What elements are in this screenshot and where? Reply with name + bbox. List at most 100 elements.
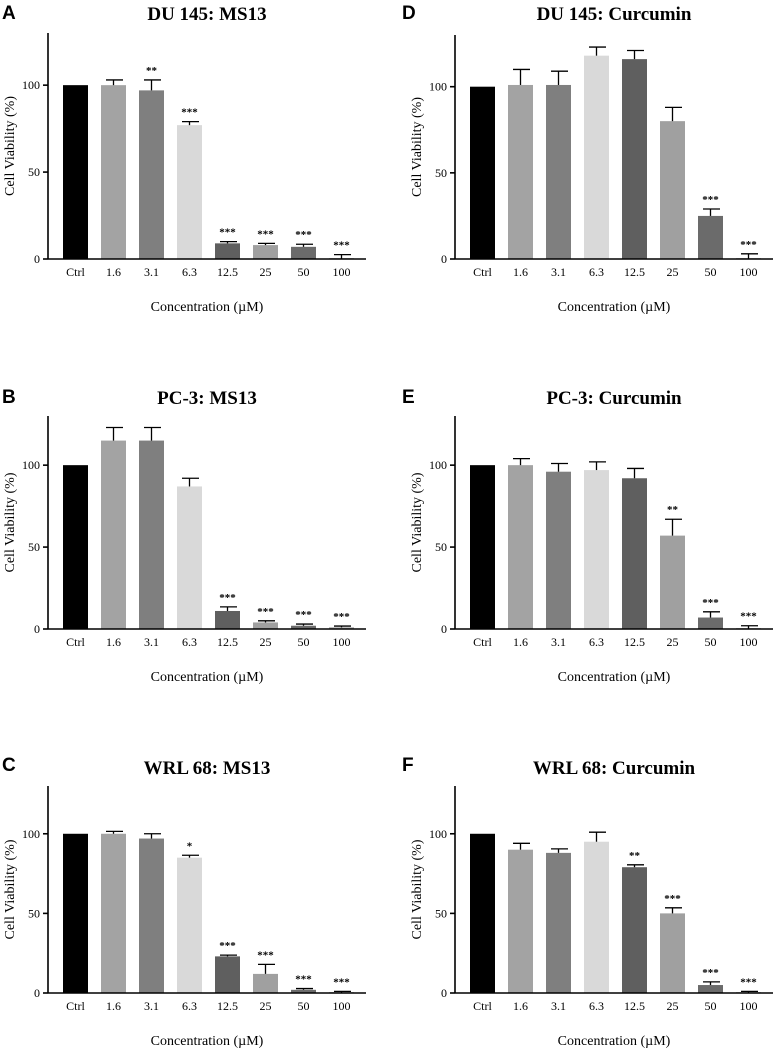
y-tick-label: 100 xyxy=(22,458,40,472)
chart-title: PC-3: Curcumin xyxy=(546,388,682,409)
y-axis-label: Cell Viability (%) xyxy=(3,839,18,939)
y-tick-label: 0 xyxy=(34,986,40,1000)
x-tick-label: 1.6 xyxy=(513,265,528,279)
bar xyxy=(660,535,685,629)
x-tick-label: 50 xyxy=(298,999,310,1013)
x-tick-label: 1.6 xyxy=(106,265,121,279)
significance-label: ** xyxy=(146,65,158,77)
y-tick-label: 100 xyxy=(22,827,40,841)
x-tick-label: 6.3 xyxy=(589,265,604,279)
x-tick-label: 6.3 xyxy=(589,635,604,649)
bar xyxy=(698,985,723,993)
bar xyxy=(101,833,126,993)
panel-letter: A xyxy=(2,3,16,24)
bar xyxy=(584,55,609,259)
significance-label: *** xyxy=(257,228,274,240)
bar xyxy=(622,867,647,993)
significance-label: *** xyxy=(257,949,274,961)
bar xyxy=(139,90,164,259)
x-tick-label: 50 xyxy=(298,265,310,279)
y-tick-label: 100 xyxy=(429,80,447,94)
significance-label: *** xyxy=(295,229,312,241)
x-tick-label: Ctrl xyxy=(66,265,85,279)
bar xyxy=(470,833,495,993)
x-tick-label: 3.1 xyxy=(144,265,159,279)
x-tick-label: 1.6 xyxy=(513,635,528,649)
bar xyxy=(546,84,571,259)
x-tick-label: Ctrl xyxy=(66,999,85,1013)
bar xyxy=(101,440,126,629)
y-tick-label: 50 xyxy=(28,165,40,179)
significance-label: *** xyxy=(740,239,757,251)
x-axis-label: Concentration (µM) xyxy=(558,1034,671,1049)
y-tick-label: 50 xyxy=(28,540,40,554)
significance-label: *** xyxy=(740,611,757,623)
significance-label: *** xyxy=(702,194,719,206)
chart-panel-b: B PC-3: MS13 0 50 100 Ctrl 1.6 3.1 6.3 *** 12.5 ***… xyxy=(2,387,366,685)
y-axis-label: Cell Viability (%) xyxy=(3,472,18,572)
x-tick-label: 12.5 xyxy=(217,999,238,1013)
x-tick-label: 3.1 xyxy=(144,635,159,649)
bar xyxy=(291,989,316,993)
significance-label: *** xyxy=(333,611,350,623)
y-tick-label: 0 xyxy=(34,622,40,636)
chart-panel-f: F WRL 68: Curcumin 0 50 100 Ctrl 1.6 3.1 6.3 ** 12… xyxy=(402,755,773,1049)
x-tick-label: 25 xyxy=(260,265,272,279)
x-tick-label: 12.5 xyxy=(624,635,645,649)
bar xyxy=(660,913,685,993)
bar xyxy=(622,478,647,629)
x-tick-label: 6.3 xyxy=(589,999,604,1013)
bar xyxy=(63,833,88,993)
bar xyxy=(215,243,240,259)
bar xyxy=(546,852,571,993)
x-tick-label: 50 xyxy=(705,635,717,649)
bar xyxy=(177,486,202,629)
chart-panel-a: A DU 145: MS13 0 50 100 Ctrl 1.6 ** 3.1 *** 6.3 ***… xyxy=(2,3,366,315)
y-tick-label: 50 xyxy=(435,540,447,554)
bar xyxy=(329,627,354,629)
chart-panel-e: E PC-3: Curcumin 0 50 100 Ctrl 1.6 3.1 6.3 12.5 **… xyxy=(402,387,773,685)
chart-title: WRL 68: MS13 xyxy=(144,758,271,779)
chart-title: PC-3: MS13 xyxy=(157,388,257,409)
y-tick-label: 0 xyxy=(441,622,447,636)
x-tick-label: 6.3 xyxy=(182,635,197,649)
bar xyxy=(291,246,316,259)
significance-label: *** xyxy=(702,597,719,609)
x-tick-label: 1.6 xyxy=(106,635,121,649)
bar xyxy=(63,465,88,629)
chart-title: WRL 68: Curcumin xyxy=(533,758,696,779)
bar xyxy=(698,215,723,259)
x-tick-label: 25 xyxy=(667,265,679,279)
bar xyxy=(291,625,316,629)
significance-label: *** xyxy=(219,227,236,239)
bar xyxy=(508,465,533,629)
significance-label: *** xyxy=(333,976,350,988)
chart-panel-c: C WRL 68: MS13 0 50 100 Ctrl 1.6 3.1 * 6.3 *** 12.5… xyxy=(2,755,366,1049)
significance-label: *** xyxy=(181,107,198,119)
bar xyxy=(508,84,533,259)
chart-panel-d: D DU 145: Curcumin 0 50 100 Ctrl 1.6 3.1 6.3 12.5… xyxy=(402,3,773,315)
x-tick-label: 100 xyxy=(740,635,758,649)
significance-label: *** xyxy=(219,940,236,952)
bar xyxy=(215,956,240,993)
y-axis-label: Cell Viability (%) xyxy=(410,97,425,197)
x-tick-label: 25 xyxy=(667,635,679,649)
chart-title: DU 145: Curcumin xyxy=(537,4,692,25)
significance-label: ** xyxy=(629,850,641,862)
y-tick-label: 50 xyxy=(435,906,447,920)
x-tick-label: 3.1 xyxy=(144,999,159,1013)
x-tick-label: Ctrl xyxy=(473,265,492,279)
y-tick-label: 100 xyxy=(429,827,447,841)
significance-label: *** xyxy=(333,240,350,252)
significance-label: *** xyxy=(702,967,719,979)
x-tick-label: 25 xyxy=(260,635,272,649)
bar xyxy=(253,245,278,259)
significance-label: *** xyxy=(740,976,757,988)
significance-label: *** xyxy=(219,592,236,604)
y-axis-label: Cell Viability (%) xyxy=(410,472,425,572)
x-tick-label: 25 xyxy=(667,999,679,1013)
x-tick-label: 12.5 xyxy=(217,635,238,649)
y-tick-label: 50 xyxy=(435,166,447,180)
bar xyxy=(508,849,533,993)
